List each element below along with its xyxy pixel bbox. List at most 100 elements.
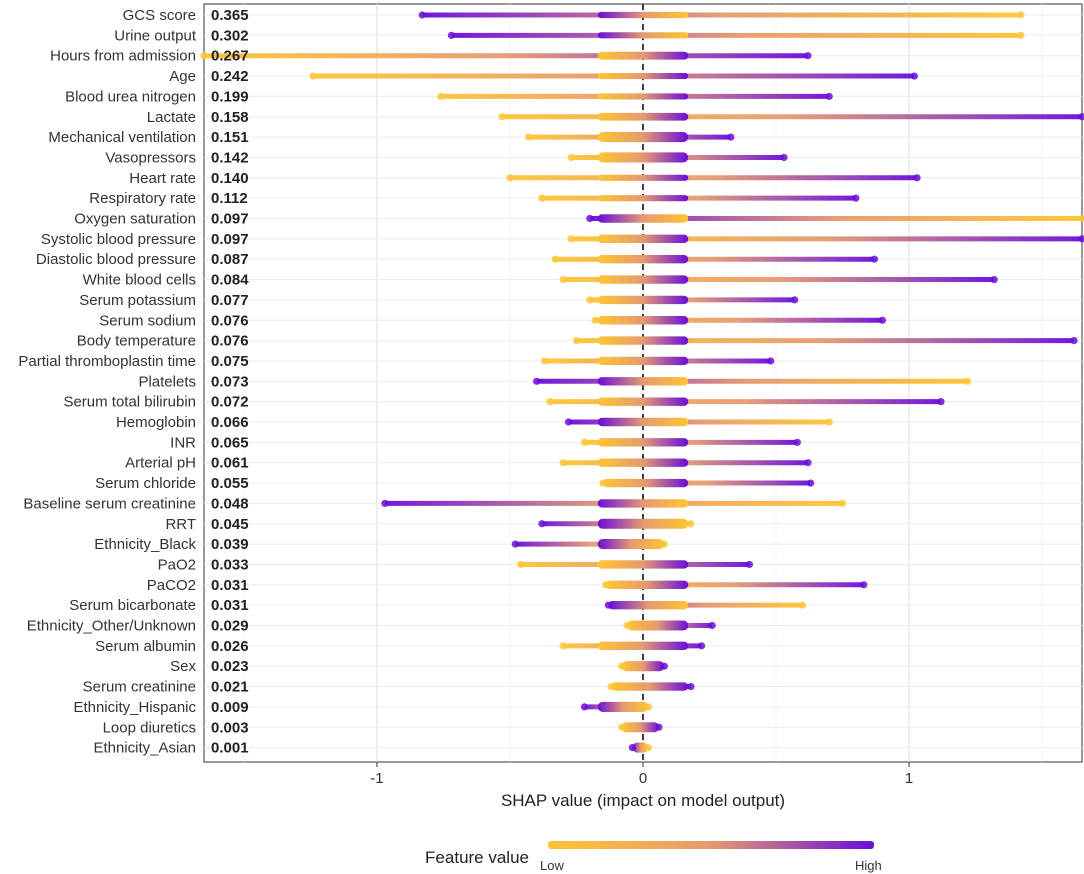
shap-point <box>559 642 567 650</box>
shap-point <box>1070 337 1078 345</box>
shap-point <box>546 398 554 406</box>
mean-shap-value: 0.199 <box>211 88 249 105</box>
feature-label: Heart rate <box>129 170 196 187</box>
feature-row <box>628 742 652 753</box>
shap-point <box>727 133 735 141</box>
feature-labels: GCS score Urine output Hours from admissio… <box>18 7 196 757</box>
shap-point <box>618 723 626 731</box>
feature-row <box>418 11 1025 19</box>
shap-point <box>604 601 613 609</box>
shap-spread <box>509 175 918 181</box>
shap-density-core <box>597 51 689 60</box>
feature-label: Lactate <box>147 109 196 126</box>
mean-shap-value: 0.302 <box>211 27 249 44</box>
shap-point <box>607 682 615 691</box>
shap-density-core <box>597 539 665 550</box>
shap-point <box>418 11 426 19</box>
shap-density-core <box>611 682 689 691</box>
shap-point <box>878 316 887 324</box>
feature-row <box>309 72 918 80</box>
shap-point <box>437 92 445 100</box>
feature-label: Diastolic blood pressure <box>36 251 196 268</box>
shap-point <box>309 72 317 80</box>
feature-row <box>517 560 754 569</box>
mean-shap-value: 0.267 <box>211 48 249 65</box>
feature-row <box>381 499 847 508</box>
feature-row <box>602 580 868 589</box>
shap-point <box>551 255 559 263</box>
feature-row <box>538 194 860 202</box>
feature-row <box>618 661 668 672</box>
feature-row <box>551 255 879 264</box>
feature-label: Vasopressors <box>105 149 196 166</box>
shap-density-core <box>597 518 689 529</box>
shap-density-core <box>597 112 689 121</box>
shap-density-core <box>608 600 689 610</box>
shap-density-core <box>632 742 649 753</box>
shap-density-core <box>597 701 649 712</box>
feature-row <box>623 620 716 631</box>
mean-shap-value: 0.023 <box>211 658 249 675</box>
feature-row <box>532 377 972 386</box>
mean-shap-value: 0.029 <box>211 618 249 635</box>
shap-density-core <box>597 417 689 427</box>
feature-label: Systolic blood pressure <box>41 231 196 248</box>
feature-row <box>564 417 833 427</box>
feature-label: PaO2 <box>158 556 196 573</box>
shap-point <box>825 418 833 426</box>
mean-shap-labels: 0.365 0.302 0.267 0.242 0.199 0.158 0.151 0.142… <box>211 7 249 757</box>
feature-label: GCS score <box>123 7 196 24</box>
shap-density-core <box>597 438 689 447</box>
x-tick-label: 0 <box>639 770 647 787</box>
shap-point <box>567 235 575 243</box>
mean-shap-value: 0.242 <box>211 68 249 85</box>
mean-shap-value: 0.087 <box>211 251 249 268</box>
mean-shap-value: 0.097 <box>211 231 249 248</box>
feature-label: Serum chloride <box>95 475 196 492</box>
shap-spread <box>589 216 1082 221</box>
shap-point <box>511 540 519 548</box>
legend-colorbar <box>548 841 874 849</box>
shap-point <box>498 113 506 121</box>
shap-density-core <box>597 336 689 345</box>
shap-density-core <box>597 458 689 467</box>
shap-point <box>767 357 775 365</box>
shap-point <box>591 316 599 324</box>
shap-spread <box>571 236 1082 242</box>
x-tick-label: 1 <box>905 770 913 787</box>
shap-density-core <box>597 295 689 305</box>
shap-point <box>200 52 208 60</box>
shap-point <box>524 133 533 141</box>
shap-spread <box>204 53 808 59</box>
mean-shap-value: 0.031 <box>211 597 249 614</box>
shap-point <box>913 174 921 182</box>
feature-label: Body temperature <box>77 333 196 350</box>
shap-point <box>791 296 799 304</box>
feature-label: Ethnicity_Hispanic <box>73 699 196 716</box>
shap-density-core <box>597 174 689 181</box>
feature-row <box>540 356 775 366</box>
feature-label: Hours from admission <box>50 48 196 65</box>
shap-density-core <box>597 234 689 244</box>
feature-row <box>586 295 799 305</box>
shap-spread <box>422 12 1021 18</box>
shap-point <box>580 703 589 711</box>
shap-point <box>517 560 525 569</box>
shap-density-core <box>597 11 689 19</box>
feature-row <box>437 92 833 100</box>
feature-row <box>567 152 788 163</box>
shap-point <box>618 662 626 670</box>
mean-shap-value: 0.009 <box>211 699 249 716</box>
feature-row <box>559 641 706 651</box>
feature-label: Arterial pH <box>125 455 196 472</box>
shap-density-core <box>603 478 689 488</box>
shap-density-core <box>597 356 689 366</box>
shap-density-core <box>597 316 689 325</box>
shap-point <box>660 540 668 548</box>
feature-label: Blood urea nitrogen <box>65 88 196 105</box>
feature-row <box>447 31 1025 39</box>
shap-point <box>586 214 594 223</box>
mean-shap-value: 0.048 <box>211 495 249 512</box>
legend-low-label: Low <box>540 858 564 873</box>
